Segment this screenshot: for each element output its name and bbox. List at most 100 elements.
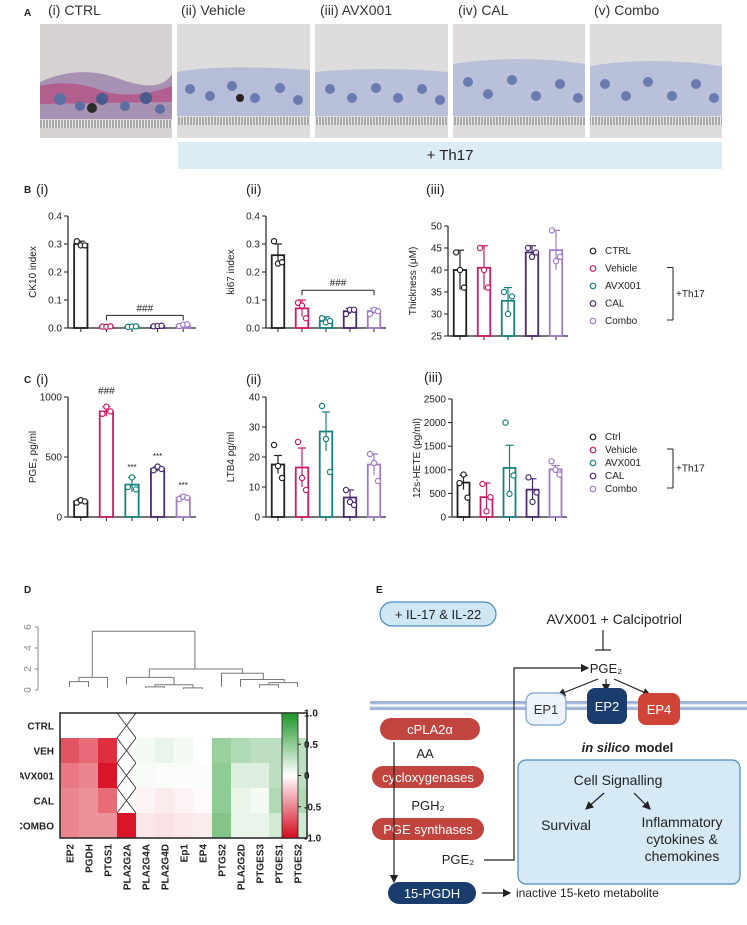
ep2-receptor xyxy=(587,688,627,724)
heatmap-cell xyxy=(60,738,79,763)
bar-cal xyxy=(524,251,540,337)
heatmap-cell xyxy=(212,738,231,763)
dendrogram-branch xyxy=(69,681,89,687)
y-tick-label: 30 xyxy=(249,423,261,434)
panel-letter-b: B xyxy=(24,185,32,196)
heatmap-col-label: PLA2G2D xyxy=(237,844,248,890)
legend-marker xyxy=(589,247,597,255)
heatmap-col-label: PTGES3 xyxy=(256,844,267,884)
dendrogram-branch xyxy=(240,679,285,687)
significance-label: *** xyxy=(179,481,188,490)
chart-thickness: 25 30 35 40 45 50 Thickness (μM) xyxy=(408,222,568,343)
dendrogram-branch xyxy=(183,687,203,689)
dendrogram-branch xyxy=(126,676,175,685)
heatmap-cell xyxy=(193,813,212,838)
legend-marker xyxy=(589,472,597,480)
data-point xyxy=(132,323,140,330)
data-point xyxy=(302,486,310,494)
heatmap-cell xyxy=(250,763,269,788)
pges-label: PGE synthases xyxy=(383,822,473,837)
y-tick-label: 20 xyxy=(249,453,261,464)
legend-item-combo: Combo xyxy=(605,316,638,327)
heatmap-cell xyxy=(212,713,231,738)
cpla2-label: cPLA2α xyxy=(407,722,453,737)
image-title-avx001: (iii) AVX001 xyxy=(320,2,393,18)
legend-c: Ctrl Vehicle AVX001 CAL Combo +Th17 xyxy=(589,432,705,495)
legend-marker xyxy=(589,265,597,272)
chart-heatmap: CTRL VEH AVX001 CAL COMBO EP2 PGDH PTGS1 PLA2G2A… xyxy=(20,624,322,890)
significance-label: ### xyxy=(98,386,115,397)
y-tick-label: 40 xyxy=(431,266,443,277)
heatmap-cell xyxy=(250,713,269,738)
y-tick-label: 0.4 xyxy=(48,212,62,223)
th17-band-label: + Th17 xyxy=(426,147,474,164)
heatmap-cell xyxy=(231,813,250,838)
data-point xyxy=(158,322,165,329)
cell-signalling-label: Cell Signalling xyxy=(574,772,663,788)
il-box xyxy=(379,601,497,627)
heatmap-cell xyxy=(231,738,250,763)
data-point xyxy=(270,238,278,245)
legend-bracket-label: +Th17 xyxy=(676,464,705,475)
legend-item-cal: CAL xyxy=(605,471,625,482)
significance-label: *** xyxy=(127,463,136,472)
dendrogram-tick-label: 6 xyxy=(23,624,34,630)
data-point xyxy=(552,258,560,265)
dendrogram-branch xyxy=(78,676,108,688)
colorbar-tick-label: -0.5 xyxy=(304,802,322,813)
y-axis-label: 12s-HETE (pg/ml) xyxy=(412,418,423,498)
dendrogram-branch xyxy=(268,682,298,687)
legend-marker xyxy=(589,282,597,290)
data-point xyxy=(456,266,464,274)
micrograph-combo xyxy=(590,24,722,138)
data-point xyxy=(278,474,286,482)
data-point xyxy=(484,284,492,291)
y-tick-label: 10 xyxy=(249,483,261,494)
legend-b: CTRL Vehicle AVX001 CAL Combo +Th17 xyxy=(589,246,705,327)
cyclo-box xyxy=(372,766,484,788)
heatmap-cell xyxy=(250,813,269,838)
image-title-vehicle: (ii) Vehicle xyxy=(181,2,246,18)
data-point xyxy=(326,317,334,325)
data-point xyxy=(99,410,106,417)
data-point xyxy=(326,468,334,476)
y-tick-label: 30 xyxy=(431,310,443,321)
data-point xyxy=(103,403,110,410)
heatmap-cell xyxy=(174,788,193,813)
heatmap-cell xyxy=(231,763,250,788)
ep1-receptor xyxy=(525,692,567,726)
data-point xyxy=(487,493,494,501)
heatmap-cell xyxy=(79,738,98,763)
heatmap-cell xyxy=(231,713,250,738)
dendrogram-branch xyxy=(91,630,196,678)
legend-item-cal: CAL xyxy=(605,299,625,310)
dendrogram-branch xyxy=(148,668,243,678)
y-tick-label: 0.1 xyxy=(48,296,62,307)
data-point xyxy=(548,458,555,465)
y-tick-label: 2500 xyxy=(424,395,447,406)
data-point xyxy=(270,441,278,449)
heatmap-col-label: PLA2G4A xyxy=(142,844,153,890)
heatmap-missing xyxy=(116,737,137,764)
heatmap-cell xyxy=(155,813,174,838)
data-point xyxy=(298,474,306,482)
data-point xyxy=(81,498,89,505)
heatmap-col-label: PLA2G4D xyxy=(161,844,172,890)
y-tick-label: 0.2 xyxy=(246,268,260,279)
heatmap-cell xyxy=(136,763,155,788)
data-point xyxy=(533,489,540,496)
dendrogram xyxy=(69,630,298,689)
legend-marker xyxy=(589,300,597,307)
y-tick-label: 0 xyxy=(254,513,260,524)
in-silico-box xyxy=(517,759,741,885)
bar-cal xyxy=(150,468,166,518)
legend-marker xyxy=(589,433,597,441)
y-tick-label: 50 xyxy=(431,222,443,233)
data-point xyxy=(464,494,471,501)
dendrogram-branch xyxy=(259,684,279,688)
legend-item-combo: Combo xyxy=(605,484,638,495)
heatmap-cell xyxy=(193,763,212,788)
micrograph-strip xyxy=(40,24,722,138)
panel-letter-c: C xyxy=(24,375,32,386)
micrograph-avx001 xyxy=(315,24,448,138)
